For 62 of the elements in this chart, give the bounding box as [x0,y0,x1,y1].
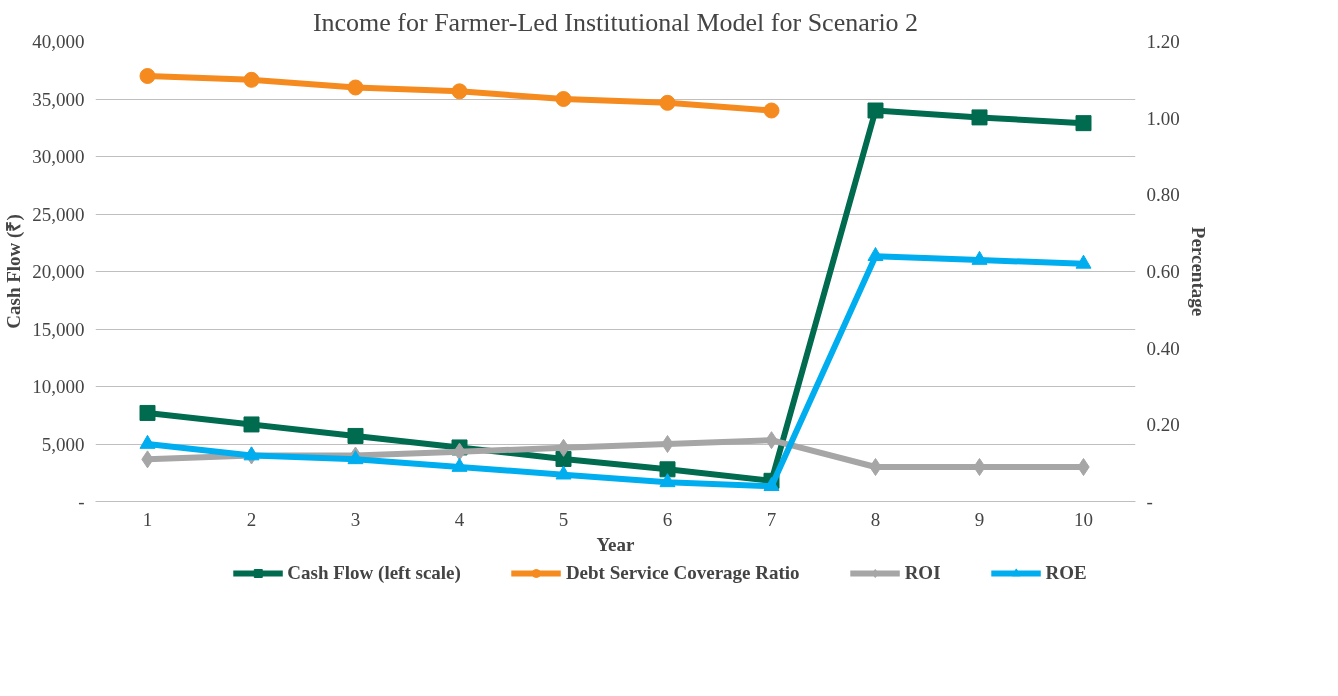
point [971,250,988,265]
y-tick-label: 5,000 [41,433,85,455]
y2-tick-label: 0.60 [1146,261,1180,282]
point [347,427,364,444]
point [659,461,676,478]
legend-label: ROI [904,562,941,584]
point [347,79,364,96]
point [869,458,882,476]
point [243,71,260,88]
x-tick-label: 9 [974,508,985,530]
y-tick-label: 10,000 [32,376,85,397]
point [659,94,676,111]
x-tick-label: 8 [870,508,881,530]
point [971,109,988,126]
x-tick-label: 2 [246,508,257,530]
y-tick-label: 30,000 [32,146,85,167]
y2-axis-title: Percentage [1187,226,1209,317]
point [763,102,780,119]
point [867,247,884,261]
y2-tick-label: - [1146,491,1153,512]
point [867,102,884,119]
point [1077,458,1090,476]
point [243,416,260,433]
x-tick-label: 6 [662,508,673,530]
y-tick-label: 20,000 [32,261,85,282]
point [347,450,364,465]
y2-tick-label: 0.80 [1146,184,1180,206]
point [555,91,572,107]
point [1075,115,1092,132]
point [973,458,986,476]
legend-label: Cash Flow (left scale) [287,562,461,584]
point [139,434,156,449]
y-tick-label: 35,000 [32,88,85,110]
legend-label: Debt Service Coverage Ratio [565,562,800,584]
point [661,435,674,453]
point [139,68,156,84]
point [1075,254,1092,269]
x-tick-label: 3 [350,508,361,530]
x-tick-label: 1 [142,508,153,530]
point [451,83,468,100]
y2-tick-label: 1.20 [1146,31,1180,52]
x-tick-label: 7 [766,508,777,530]
x-tick-label: 10 [1074,508,1093,530]
x-tick-label: 5 [558,508,569,530]
point [659,473,676,488]
point [451,457,468,472]
y2-tick-label: 0.20 [1146,414,1180,436]
x-tick-label: 4 [454,508,465,530]
legend-label: ROE [1045,562,1087,584]
y-tick-label: 15,000 [32,318,85,340]
point [555,465,572,480]
point [763,477,780,491]
x-axis-title: Year [596,533,636,555]
y-tick-label: 40,000 [32,31,85,52]
y-tick-label: 25,000 [32,203,85,225]
y2-tick-label: 1.00 [1146,107,1180,129]
y-tick-label: - [78,491,85,512]
chart-title: Income for Farmer-Led Institutional Model for Scenario 2 [312,7,919,37]
point [139,404,156,421]
y2-tick-label: 0.40 [1146,337,1180,359]
y-axis-title: Cash Flow (₹) [3,214,26,329]
point [243,446,260,461]
